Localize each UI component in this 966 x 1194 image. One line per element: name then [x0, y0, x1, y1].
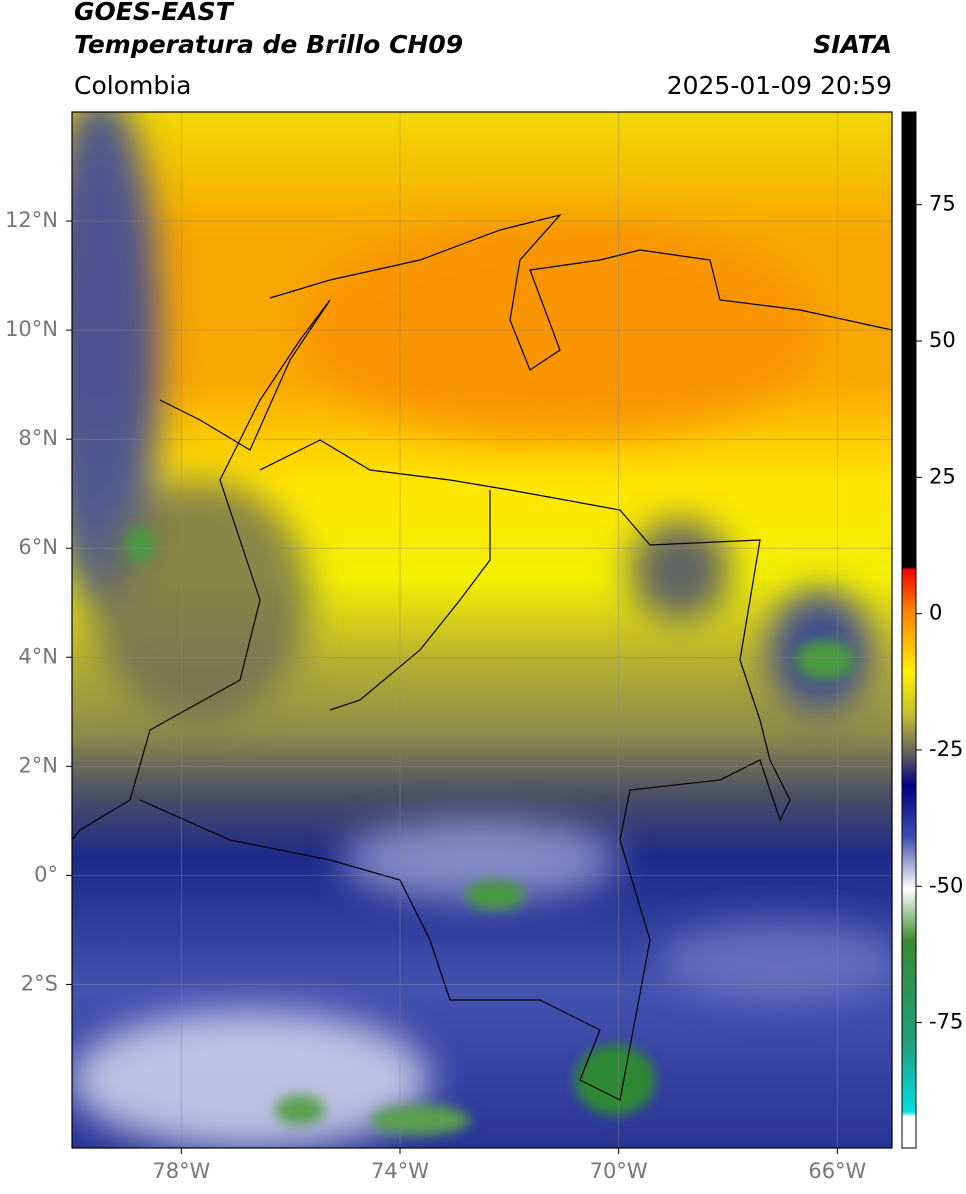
- y-tick-label: 2°S: [21, 971, 58, 995]
- colorbar-tick-label: 0: [929, 601, 942, 625]
- colorbar-tick-label: -50: [929, 873, 963, 897]
- y-tick-label: 4°N: [18, 644, 58, 668]
- colorbar-tick-label: -25: [929, 737, 963, 761]
- x-tick-label: 70°W: [590, 1159, 648, 1183]
- colorbar-tick-label: -75: [929, 1010, 963, 1034]
- borders: [72, 213, 892, 1101]
- graticule: [72, 112, 892, 1148]
- region: Colombia: [74, 71, 191, 100]
- x-tick-label: 78°W: [152, 1159, 210, 1183]
- colorbar-tick-label: 50: [929, 328, 956, 352]
- y-tick-label: 2°N: [18, 753, 58, 777]
- colorbar: [901, 111, 917, 1149]
- source: SIATA: [813, 30, 892, 59]
- y-tick-label: 12°N: [5, 208, 58, 232]
- map-frame: [71, 111, 893, 1149]
- x-tick-label: 66°W: [808, 1159, 866, 1183]
- x-tick-label: 74°W: [371, 1159, 429, 1183]
- y-tick-label: 6°N: [18, 535, 58, 559]
- satellite-image: [72, 112, 892, 1148]
- colorbar-tick-label: 25: [929, 464, 956, 488]
- colorbar-tick-label: 75: [929, 192, 956, 216]
- product-title: Temperatura de Brillo CH09: [74, 30, 463, 59]
- datetime: 2025-01-09 20:59: [667, 71, 892, 100]
- cold-tops: [125, 527, 855, 1135]
- y-tick-label: 0°: [34, 862, 58, 886]
- y-tick-label: 10°N: [5, 317, 58, 341]
- y-tick-label: 8°N: [18, 426, 58, 450]
- satellite-title: GOES-EAST: [74, 0, 235, 26]
